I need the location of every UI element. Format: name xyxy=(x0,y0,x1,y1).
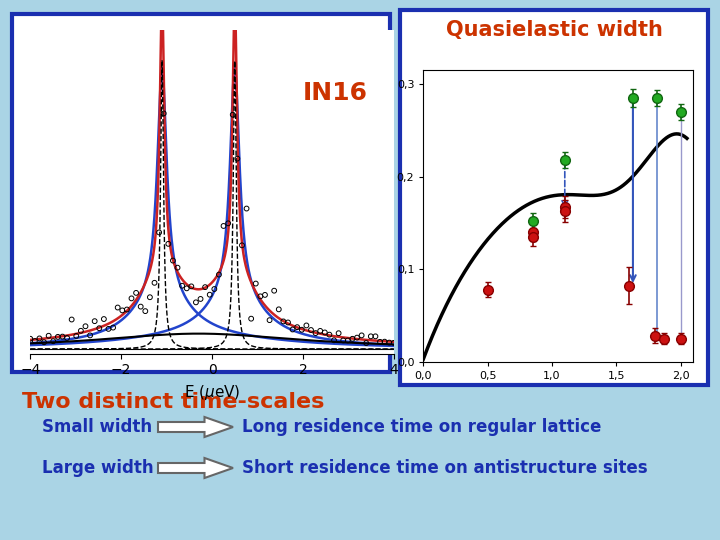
Point xyxy=(282,318,294,327)
Point xyxy=(365,332,377,341)
Point xyxy=(319,328,330,337)
Point xyxy=(52,333,63,341)
Point xyxy=(264,316,275,325)
Point xyxy=(213,271,225,279)
Point xyxy=(315,327,326,335)
Point xyxy=(94,324,105,333)
Point xyxy=(103,325,114,333)
Point xyxy=(199,283,211,292)
Text: Quasielastic width: Quasielastic width xyxy=(446,20,662,40)
Point xyxy=(80,322,91,330)
Point xyxy=(379,338,390,346)
Point xyxy=(333,329,344,338)
Point xyxy=(24,334,36,343)
Point xyxy=(140,307,151,315)
Point xyxy=(163,240,174,248)
Point xyxy=(130,288,142,297)
Point xyxy=(324,330,336,339)
Point xyxy=(246,314,257,323)
Point xyxy=(273,305,284,314)
Point xyxy=(149,279,161,287)
Point xyxy=(222,219,234,228)
Polygon shape xyxy=(158,417,233,437)
Point xyxy=(98,315,109,323)
Point xyxy=(227,110,238,119)
Point xyxy=(232,154,243,163)
Point xyxy=(195,295,207,303)
Text: Two distinct time-scales: Two distinct time-scales xyxy=(22,392,325,412)
Point xyxy=(38,338,50,347)
Point xyxy=(71,332,82,340)
Point xyxy=(361,339,372,347)
Point xyxy=(255,292,266,301)
Point xyxy=(75,327,86,335)
Point xyxy=(121,305,132,314)
Point xyxy=(181,284,192,293)
Point xyxy=(384,338,395,347)
Point xyxy=(29,336,40,345)
Point xyxy=(259,291,271,299)
Point xyxy=(209,285,220,293)
Point xyxy=(107,323,119,332)
Point xyxy=(158,109,169,118)
Point xyxy=(236,241,248,249)
Point xyxy=(144,293,156,301)
Point xyxy=(356,331,367,340)
Point xyxy=(61,334,73,342)
Text: Short residence time on antistructure sites: Short residence time on antistructure si… xyxy=(242,459,647,477)
Point xyxy=(190,298,202,307)
Point xyxy=(369,332,381,341)
Point xyxy=(351,333,363,342)
Point xyxy=(167,256,179,265)
Point xyxy=(204,291,215,299)
Point xyxy=(328,336,340,345)
Point xyxy=(278,317,289,326)
Text: Large width: Large width xyxy=(42,459,153,477)
FancyBboxPatch shape xyxy=(12,14,390,372)
Point xyxy=(296,326,307,334)
Point xyxy=(342,336,354,345)
Point xyxy=(84,331,96,340)
Point xyxy=(153,228,165,237)
Text: IN16: IN16 xyxy=(303,80,368,105)
X-axis label: E ($\mu$eV): E ($\mu$eV) xyxy=(184,383,240,402)
Point xyxy=(135,302,146,311)
Point xyxy=(305,326,317,334)
Point xyxy=(126,294,138,303)
Point xyxy=(346,334,358,343)
FancyBboxPatch shape xyxy=(400,10,708,385)
Point xyxy=(217,221,229,230)
Text: Long residence time on regular lattice: Long residence time on regular lattice xyxy=(242,418,601,436)
Polygon shape xyxy=(158,458,233,478)
Point xyxy=(269,286,280,295)
Point xyxy=(292,323,303,332)
Point xyxy=(57,332,68,341)
Point xyxy=(240,204,252,213)
Point xyxy=(117,306,128,315)
Point xyxy=(34,334,45,343)
Point xyxy=(112,303,123,312)
Point xyxy=(89,317,100,326)
Point xyxy=(388,339,400,347)
Point xyxy=(250,279,261,288)
Point xyxy=(287,325,298,334)
Point xyxy=(66,315,78,324)
Point xyxy=(338,336,349,345)
Point xyxy=(176,281,188,290)
Point xyxy=(172,264,184,272)
Point xyxy=(186,282,197,291)
Point xyxy=(374,338,386,346)
Text: Small width: Small width xyxy=(42,418,152,436)
Point xyxy=(301,321,312,330)
Point xyxy=(48,337,59,346)
Point xyxy=(43,332,55,340)
Point xyxy=(310,329,321,338)
